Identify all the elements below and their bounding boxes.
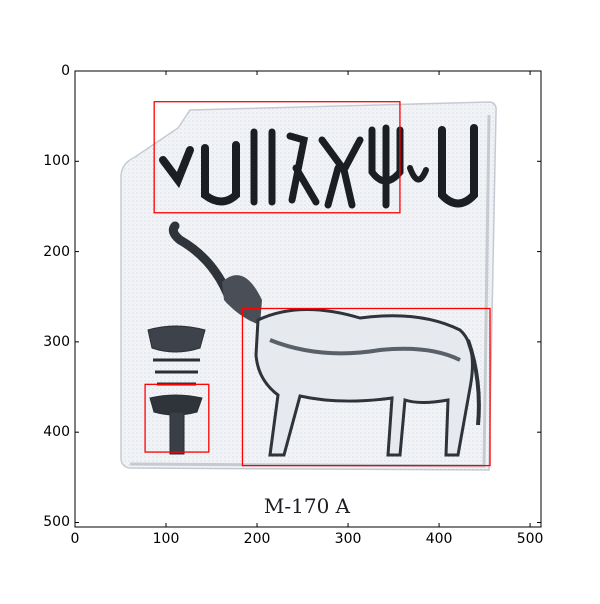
animal-shading [269,338,461,362]
sign-1 [159,146,194,189]
annotation-box-animal [241,307,491,467]
y-tick-label: 400 [43,424,70,441]
animal-body [254,307,474,457]
y-tick-label: 100 [43,153,70,170]
annotation-box-standard-lower [144,383,210,453]
x-tick-label: 100 [152,531,180,547]
y-tick-label: 200 [43,243,70,260]
y-tick-label: 0 [61,63,70,79]
annotation-box-script-signs [153,101,401,214]
tick-marks [74,70,541,527]
animal-head [222,275,262,325]
sign-3 [250,128,276,206]
standard-bowl [147,325,206,353]
sign-4 [286,132,320,206]
standard-base [149,394,203,416]
x-tick-label: 300 [334,531,362,547]
y-tick-label: 300 [43,333,70,350]
standard-stem [169,411,185,455]
annotation-boxes [144,101,491,467]
sign-8 [438,124,478,208]
image-caption: M-170 A [264,494,351,518]
x-tick-label: 500 [516,531,544,547]
x-tick-label: 400 [425,531,453,547]
sign-7 [407,165,429,183]
sign-2 [201,141,240,206]
y-tick-label: 500 [43,514,70,531]
x-tick-label: 200 [243,531,271,547]
x-tick-label: 0 [70,531,80,547]
sign-5 [318,136,364,209]
axes-frame [74,70,542,528]
animal-horn [168,221,235,305]
animal [168,221,481,457]
animal-tail [466,339,481,426]
seal-photo: M-170 A [120,101,497,518]
